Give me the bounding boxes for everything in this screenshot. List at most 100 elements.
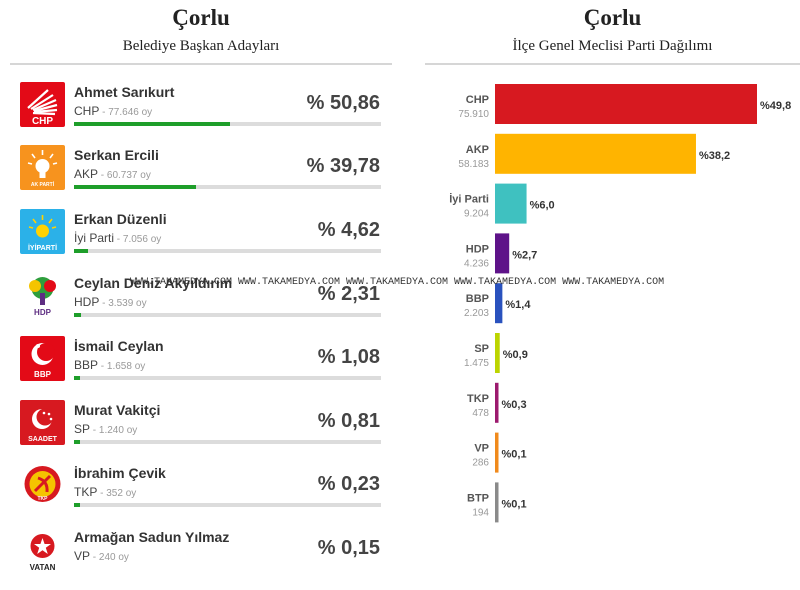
iyi-parti-logo: İYİPARTİ xyxy=(20,209,65,254)
candidate-progress-fill xyxy=(74,503,80,507)
value-label: %1,4 xyxy=(505,299,531,311)
category-label: AKP xyxy=(466,144,489,156)
candidate-progress-track xyxy=(74,249,381,253)
candidate-progress-track xyxy=(74,313,381,317)
left-title: Çorlu xyxy=(172,5,230,30)
svg-text:AK PARTİ: AK PARTİ xyxy=(31,181,55,188)
candidate-row: SAADET Murat Vakitçi SP - 1.240 oy % 0,8… xyxy=(10,400,392,463)
value-label: %2,7 xyxy=(512,249,537,261)
value-label: %49,8 xyxy=(760,100,791,112)
candidate-progress-track xyxy=(74,440,381,444)
candidate-percentage: % 2,31 xyxy=(317,283,380,305)
candidates-panel: Çorlu Belediye Başkan Adayları CHP Ahmet… xyxy=(10,0,392,575)
candidate-progress-track xyxy=(74,122,381,126)
candidate-party: SP xyxy=(74,422,91,436)
value-label: %0,9 xyxy=(503,349,528,361)
vatan-logo: VATAN xyxy=(20,530,65,575)
svg-text:SAADET: SAADET xyxy=(28,436,58,443)
candidate-row: BBP İsmail Ceylan BBP - 1.658 oy % 1,08 xyxy=(10,336,392,399)
chp-logo: CHP xyxy=(20,82,65,127)
svg-text:CHP: CHP xyxy=(32,116,53,127)
value-label: %6,0 xyxy=(530,200,555,212)
akp-logo: AK PARTİ xyxy=(20,145,65,190)
candidate-row: VATAN Armağan Sadun Yılmaz VP - 240 oy %… xyxy=(10,527,392,590)
candidate-votes: 77.646 xyxy=(108,107,139,118)
candidate-party-votes: TKP - 352 oy xyxy=(74,485,137,499)
left-subtitle: Belediye Başkan Adayları xyxy=(122,38,280,54)
value-label: %0,3 xyxy=(502,399,527,411)
candidate-party: CHP xyxy=(74,104,100,118)
candidate-progress-track xyxy=(74,376,381,380)
candidate-percentage: % 50,86 xyxy=(306,92,380,114)
candidate-progress-fill xyxy=(74,376,80,380)
candidate-percentage: % 0,81 xyxy=(317,410,380,432)
candidate-party-votes: SP - 1.240 oy xyxy=(74,422,138,436)
vote-suffix: oy xyxy=(118,552,129,563)
candidate-progress-fill xyxy=(74,185,197,189)
candidate-party: VP xyxy=(74,549,91,563)
council-panel: Çorlu İlçe Genel Meclisi Parti Dağılımı … xyxy=(425,0,800,567)
candidate-party-votes: CHP - 77.646 oy xyxy=(74,104,153,118)
vote-suffix: oy xyxy=(140,170,151,181)
candidate-progress-fill xyxy=(74,440,80,444)
bar-hdp xyxy=(495,233,510,274)
category-votes: 478 xyxy=(472,408,489,419)
category-label: BBP xyxy=(466,293,489,305)
candidate-percentage: % 4,62 xyxy=(317,219,380,241)
candidate-progress-track xyxy=(74,185,381,189)
vote-suffix: oy xyxy=(125,488,137,499)
candidate-votes: 240 xyxy=(98,552,116,563)
candidate-row: AK PARTİ Serkan Ercili AKP - 60.737 oy %… xyxy=(10,145,392,208)
category-label: İyi Parti xyxy=(449,193,489,206)
candidate-votes: 7.056 xyxy=(122,234,148,245)
candidate-name: Murat Vakitçi xyxy=(74,402,161,418)
value-label: %0,1 xyxy=(502,498,527,510)
vote-suffix: oy xyxy=(141,107,153,118)
right-title: Çorlu xyxy=(583,5,642,30)
category-votes: 2.203 xyxy=(464,308,489,319)
value-label: %0,1 xyxy=(502,449,527,461)
category-label: SP xyxy=(474,343,489,355)
candidate-row: İYİPARTİ Erkan Düzenli İyi Parti - 7.056… xyxy=(10,209,392,272)
category-votes: 58.183 xyxy=(458,159,489,170)
vote-suffix: oy xyxy=(134,361,146,372)
candidate-votes: 1.240 xyxy=(98,425,124,436)
bar-tkp xyxy=(495,382,499,423)
candidate-row: HDP Ceylan Deniz Akyıldırım HDP - 3.539 … xyxy=(10,273,392,336)
svg-text:VATAN: VATAN xyxy=(30,563,56,572)
bar-sp xyxy=(495,333,500,373)
category-votes: 1.475 xyxy=(464,358,489,369)
tkp-logo: TKP xyxy=(20,463,65,508)
category-label: VP xyxy=(474,443,489,455)
candidate-party-votes: BBP - 1.658 oy xyxy=(74,358,146,372)
candidate-name: Erkan Düzenli xyxy=(74,211,167,227)
candidate-percentage: % 1,08 xyxy=(317,346,380,368)
right-subtitle: İlçe Genel Meclisi Parti Dağılımı xyxy=(512,38,713,54)
bar-btp xyxy=(495,482,499,523)
candidate-party-votes: İyi Parti - 7.056 oy xyxy=(74,231,162,245)
candidate-name: İsmail Ceylan xyxy=(74,338,164,354)
bbp-logo: BBP xyxy=(20,336,65,381)
candidate-party: HDP xyxy=(74,295,100,309)
candidate-progress-fill xyxy=(74,313,82,317)
candidate-party: İyi Parti xyxy=(74,231,115,245)
candidate-row: TKP İbrahim Çevik TKP - 352 oy % 0,23 xyxy=(10,463,392,526)
candidate-name: Ceylan Deniz Akyıldırım xyxy=(74,275,233,291)
candidate-percentage: % 0,15 xyxy=(317,537,380,559)
svg-text:BBP: BBP xyxy=(34,370,52,379)
candidate-progress-fill xyxy=(74,122,231,126)
candidate-party: BBP xyxy=(74,358,99,372)
candidate-progress-track xyxy=(74,503,381,507)
bar-akp xyxy=(495,133,696,174)
svg-text:İYİPARTİ: İYİPARTİ xyxy=(28,244,57,252)
value-label: %38,2 xyxy=(699,150,730,162)
category-votes: 194 xyxy=(472,507,489,518)
bar-bbp xyxy=(495,283,503,324)
candidate-row: CHP Ahmet Sarıkurt CHP - 77.646 oy % 50,… xyxy=(10,82,392,145)
category-votes: 286 xyxy=(472,458,489,469)
vote-suffix: oy xyxy=(126,425,138,436)
category-label: CHP xyxy=(466,94,489,106)
candidate-votes: 60.737 xyxy=(106,170,138,181)
candidate-votes: 352 xyxy=(106,488,123,499)
candidate-party: TKP xyxy=(74,485,98,499)
